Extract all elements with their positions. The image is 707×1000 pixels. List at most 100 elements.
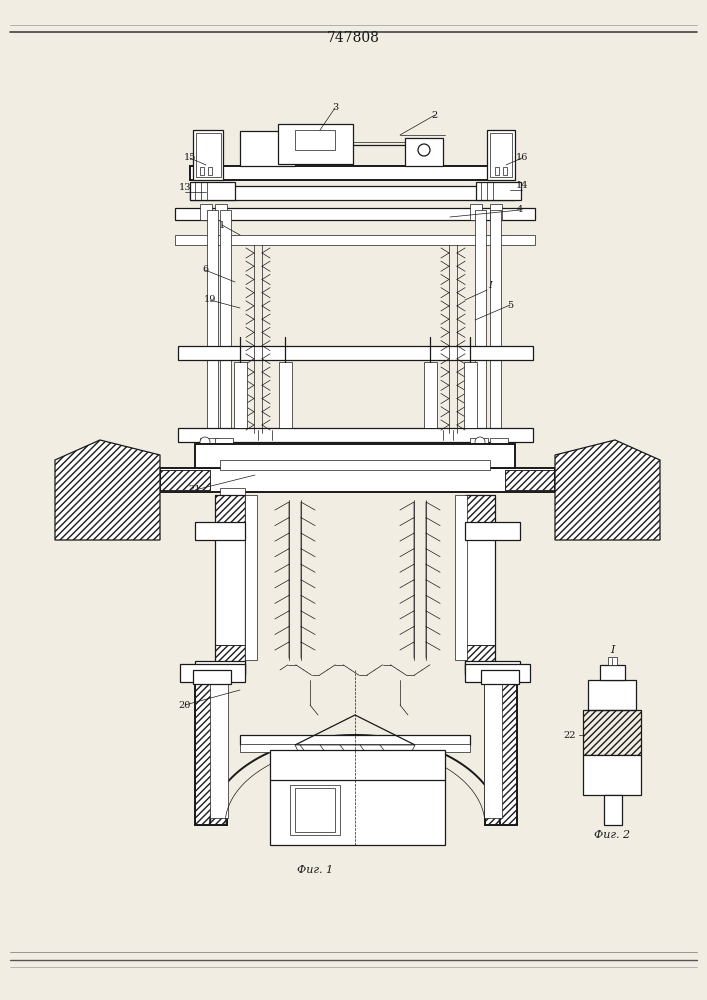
Bar bbox=[200, 438, 218, 446]
Polygon shape bbox=[555, 440, 660, 540]
Bar bbox=[178, 428, 533, 442]
Text: 15: 15 bbox=[184, 153, 196, 162]
Bar bbox=[505, 470, 555, 490]
Bar bbox=[190, 166, 515, 180]
Bar bbox=[465, 645, 495, 675]
Text: 5: 5 bbox=[507, 300, 513, 310]
Bar bbox=[196, 133, 221, 177]
Bar bbox=[178, 346, 533, 360]
Bar bbox=[279, 362, 292, 428]
Text: 21: 21 bbox=[189, 486, 201, 494]
Bar bbox=[200, 167, 204, 175]
Bar bbox=[465, 645, 495, 675]
Bar bbox=[160, 470, 210, 490]
Text: Фиг. 2: Фиг. 2 bbox=[594, 830, 630, 840]
Bar bbox=[295, 788, 335, 832]
Bar bbox=[245, 495, 257, 660]
Bar bbox=[193, 670, 231, 684]
Text: 6: 6 bbox=[202, 265, 208, 274]
Text: 16: 16 bbox=[516, 153, 528, 162]
Bar bbox=[583, 710, 641, 755]
Bar bbox=[604, 795, 622, 825]
Text: I: I bbox=[488, 280, 492, 290]
Text: 3: 3 bbox=[332, 104, 338, 112]
Bar bbox=[465, 495, 495, 675]
Bar bbox=[220, 210, 231, 440]
Bar bbox=[195, 680, 227, 825]
Bar bbox=[470, 438, 488, 446]
Bar bbox=[465, 495, 495, 530]
Polygon shape bbox=[55, 440, 160, 540]
Bar bbox=[220, 488, 245, 496]
Bar bbox=[470, 204, 482, 220]
Bar bbox=[485, 680, 517, 825]
Bar bbox=[215, 495, 245, 530]
Bar bbox=[278, 124, 353, 164]
Bar bbox=[195, 522, 245, 540]
Bar bbox=[295, 130, 335, 150]
Bar bbox=[207, 210, 218, 440]
Bar bbox=[485, 680, 517, 825]
Text: 14: 14 bbox=[515, 180, 528, 190]
Bar bbox=[608, 657, 617, 665]
Bar bbox=[195, 661, 245, 673]
Bar bbox=[503, 167, 507, 175]
Bar bbox=[270, 750, 445, 845]
Bar bbox=[583, 710, 641, 755]
Circle shape bbox=[475, 437, 485, 447]
Bar bbox=[475, 210, 486, 440]
Bar bbox=[240, 131, 295, 166]
Bar bbox=[485, 680, 517, 825]
Circle shape bbox=[200, 437, 210, 447]
Bar bbox=[490, 210, 501, 440]
Text: I: I bbox=[610, 645, 614, 655]
Bar bbox=[484, 680, 502, 818]
Bar bbox=[193, 130, 223, 180]
Bar bbox=[405, 138, 443, 166]
Bar bbox=[215, 645, 245, 675]
Bar bbox=[215, 495, 245, 530]
Bar bbox=[588, 680, 636, 710]
Bar bbox=[495, 167, 499, 175]
Bar bbox=[481, 670, 519, 684]
Bar bbox=[455, 495, 467, 660]
Bar bbox=[160, 468, 555, 492]
Text: 1: 1 bbox=[219, 221, 225, 230]
Bar bbox=[215, 645, 245, 675]
Bar bbox=[490, 133, 512, 177]
Bar bbox=[175, 235, 535, 245]
Bar bbox=[195, 444, 515, 468]
Text: 747808: 747808 bbox=[327, 31, 380, 45]
Bar bbox=[215, 438, 233, 446]
Bar bbox=[208, 167, 212, 175]
Bar bbox=[195, 680, 227, 825]
Bar bbox=[465, 664, 530, 682]
Circle shape bbox=[418, 144, 430, 156]
Text: 22: 22 bbox=[563, 730, 576, 740]
Text: 13: 13 bbox=[179, 184, 192, 192]
Bar bbox=[490, 204, 502, 220]
Bar bbox=[583, 755, 641, 795]
Bar bbox=[200, 204, 212, 220]
Bar bbox=[290, 785, 340, 835]
Bar bbox=[583, 710, 641, 755]
Text: 20: 20 bbox=[179, 700, 191, 710]
Bar bbox=[210, 680, 228, 818]
Text: 4: 4 bbox=[517, 206, 523, 215]
Bar bbox=[190, 186, 515, 200]
Bar bbox=[215, 495, 245, 675]
Bar bbox=[195, 680, 227, 825]
Bar bbox=[490, 438, 508, 446]
Bar bbox=[215, 204, 227, 220]
Bar bbox=[465, 522, 520, 540]
Bar bbox=[220, 460, 490, 470]
Bar bbox=[487, 130, 515, 180]
Bar bbox=[505, 470, 555, 490]
Bar bbox=[175, 208, 535, 220]
Bar bbox=[240, 744, 470, 752]
Polygon shape bbox=[295, 745, 415, 765]
Text: Фиг. 1: Фиг. 1 bbox=[297, 865, 333, 875]
Bar bbox=[465, 495, 495, 530]
Bar bbox=[600, 665, 625, 680]
Bar bbox=[464, 362, 477, 428]
